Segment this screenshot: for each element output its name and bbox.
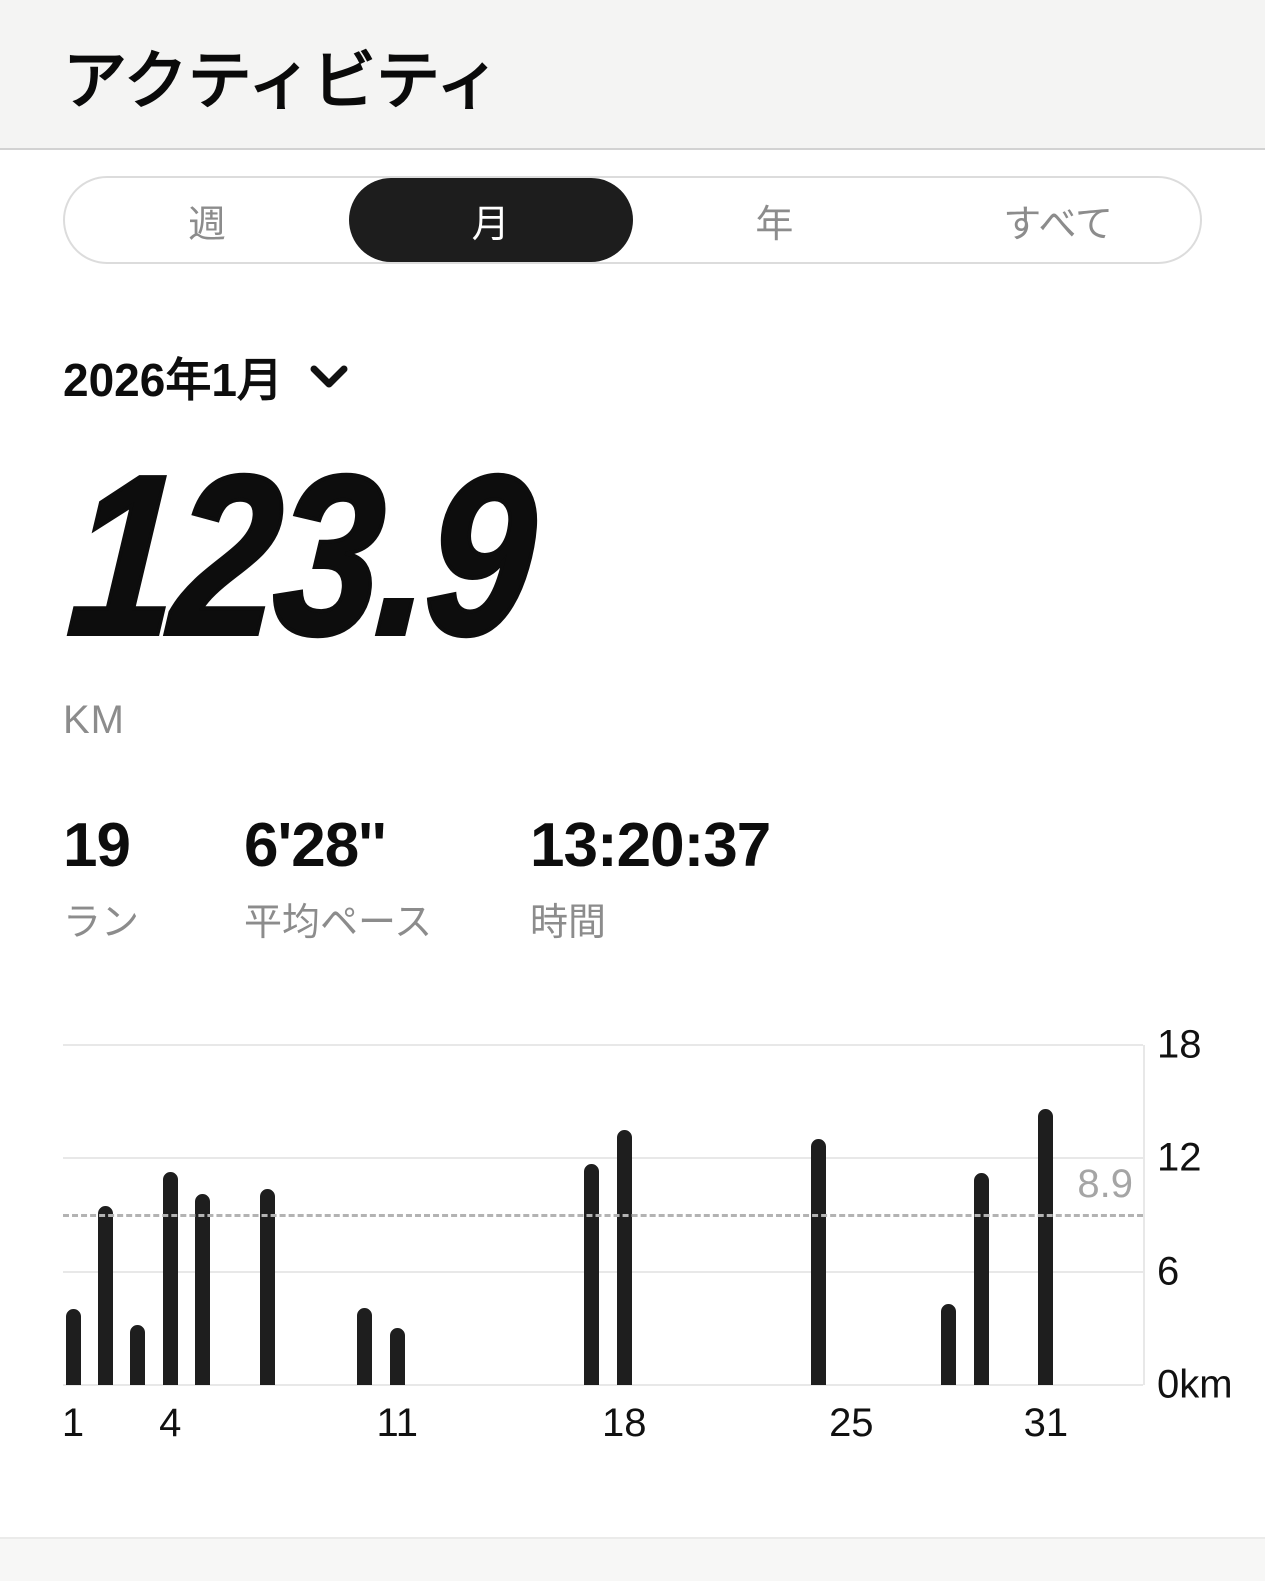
x-tick-label-4: 4 (159, 1401, 182, 1445)
tab-month[interactable]: 月 (348, 178, 633, 262)
x-tick-label-18: 18 (602, 1401, 647, 1445)
period-segmented-control: 週 月 年 すべて (63, 176, 1202, 264)
bar-day-5 (195, 1194, 211, 1385)
tab-year[interactable]: 年 (755, 203, 794, 246)
stat-time-value: 13:20:37 (530, 810, 771, 880)
bar-day-29 (973, 1173, 989, 1385)
stat-runs-label: ラン (63, 901, 140, 944)
total-distance-value: 123.9 (60, 427, 541, 685)
y-axis-line (1143, 1045, 1145, 1385)
month-selector-label: 2026年1月 (63, 354, 283, 406)
stats-row: 19 ラン 6'28'' 平均ペース 13:20:37 時間 (63, 810, 1265, 946)
chart: 8.9 0km 6 12 18 1 4 11 18 25 31 (0, 1000, 1265, 1540)
stat-runs: 19 ラン (63, 810, 244, 946)
bar-day-31 (1038, 1109, 1054, 1385)
bar-day-11 (389, 1328, 405, 1385)
bar-day-10 (357, 1307, 373, 1385)
bar-day-28 (941, 1303, 957, 1385)
header: アクティビティ (0, 0, 1265, 150)
bar-day-3 (130, 1324, 146, 1385)
chevron-down-icon (310, 365, 348, 388)
x-tick-label-31: 31 (1023, 1401, 1069, 1445)
y-tick-label-12: 12 (1157, 1135, 1202, 1180)
bar-day-18 (616, 1130, 632, 1385)
total-distance-unit: KM (63, 697, 125, 742)
gridline-0 (63, 1384, 1143, 1386)
tab-week[interactable]: 週 (187, 203, 226, 246)
month-selector[interactable]: 2026年1月 (63, 352, 1265, 406)
page-title: アクティビティ (63, 45, 501, 117)
stat-time: 13:20:37 時間 (530, 810, 771, 946)
bar-day-4 (162, 1171, 178, 1385)
chart-plot: 8.9 (63, 1044, 1143, 1386)
stat-runs-value: 19 (63, 810, 131, 880)
stat-avg-pace-value: 6'28'' (244, 810, 387, 880)
gridline-12 (63, 1157, 1143, 1160)
y-tick-label-0: 0km (1157, 1362, 1233, 1407)
gridline-6 (63, 1270, 1143, 1273)
bar-day-7 (260, 1188, 276, 1385)
tab-all[interactable]: すべて (1003, 203, 1114, 246)
stat-avg-pace: 6'28'' 平均ペース (244, 810, 530, 946)
average-line (63, 1213, 1143, 1217)
stat-avg-pace-label: 平均ペース (244, 901, 433, 944)
bar-day-17 (584, 1164, 600, 1385)
y-tick-label-18: 18 (1157, 1022, 1202, 1067)
y-tick-label-6: 6 (1157, 1249, 1180, 1294)
x-tick-label-1: 1 (61, 1401, 85, 1445)
bar-day-24 (811, 1139, 827, 1385)
bar-day-1 (65, 1309, 81, 1385)
x-tick-label-11: 11 (376, 1401, 419, 1445)
bottom-bar (0, 1537, 1265, 1581)
average-label: 8.9 (1077, 1161, 1133, 1206)
gridline-18 (63, 1044, 1143, 1046)
x-tick-label-25: 25 (829, 1401, 874, 1445)
stat-time-label: 時間 (530, 901, 607, 944)
bar-day-2 (97, 1205, 113, 1385)
